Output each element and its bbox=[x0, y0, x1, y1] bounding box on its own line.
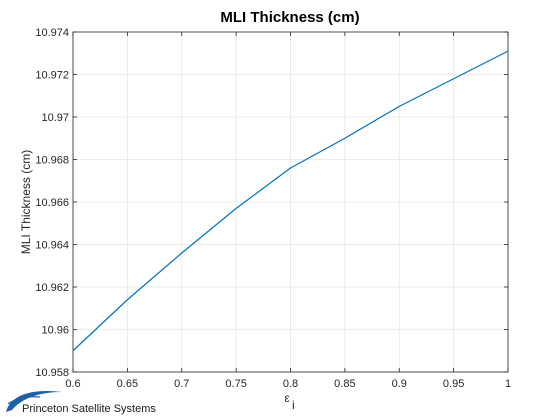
company-logo: Princeton Satellite Systems bbox=[6, 390, 156, 415]
y-tick-label: 10.97 bbox=[41, 112, 69, 124]
ticks: 0.6 0.65 0.7 0.75 0.8 0.85 0.9 0.95 1 10.958 10.96… bbox=[35, 27, 511, 390]
logo-text: Princeton Satellite Systems bbox=[22, 403, 156, 415]
x-tick-label: 0.8 bbox=[283, 378, 298, 390]
y-tick-label: 10.96 bbox=[41, 325, 69, 337]
logo-swoosh-icon bbox=[6, 390, 62, 412]
x-tick-label: 0.65 bbox=[117, 378, 138, 390]
x-tick-label: 0.85 bbox=[334, 378, 355, 390]
y-tick-label: 10.962 bbox=[35, 282, 69, 294]
y-tick-label: 10.966 bbox=[35, 197, 69, 209]
series-line bbox=[72, 50, 509, 352]
y-tick-label: 10.974 bbox=[35, 27, 69, 39]
x-tick-label: 0.9 bbox=[392, 378, 407, 390]
x-axis-label: ε i bbox=[284, 391, 294, 412]
x-tick-label: 0.95 bbox=[443, 378, 464, 390]
y-tick-label: 10.958 bbox=[35, 367, 69, 379]
x-tick-label: 0.6 bbox=[65, 378, 80, 390]
y-axis-label: MLI Thickness (cm) bbox=[19, 150, 33, 254]
chart-title: MLI Thickness (cm) bbox=[220, 9, 359, 26]
grid bbox=[72, 31, 509, 373]
series-group bbox=[72, 50, 509, 352]
y-tick-label: 10.972 bbox=[35, 70, 69, 82]
y-tick-label: 10.964 bbox=[35, 240, 69, 252]
x-tick-label: 0.7 bbox=[174, 378, 189, 390]
x-tick-label: 1 bbox=[505, 378, 511, 390]
x-axis-label-symbol: ε bbox=[284, 391, 290, 405]
logo-arc-icon bbox=[7, 396, 41, 405]
x-tick-label: 0.75 bbox=[225, 378, 246, 390]
y-tick-label: 10.968 bbox=[35, 155, 69, 167]
x-axis-label-subscript: i bbox=[292, 398, 295, 412]
